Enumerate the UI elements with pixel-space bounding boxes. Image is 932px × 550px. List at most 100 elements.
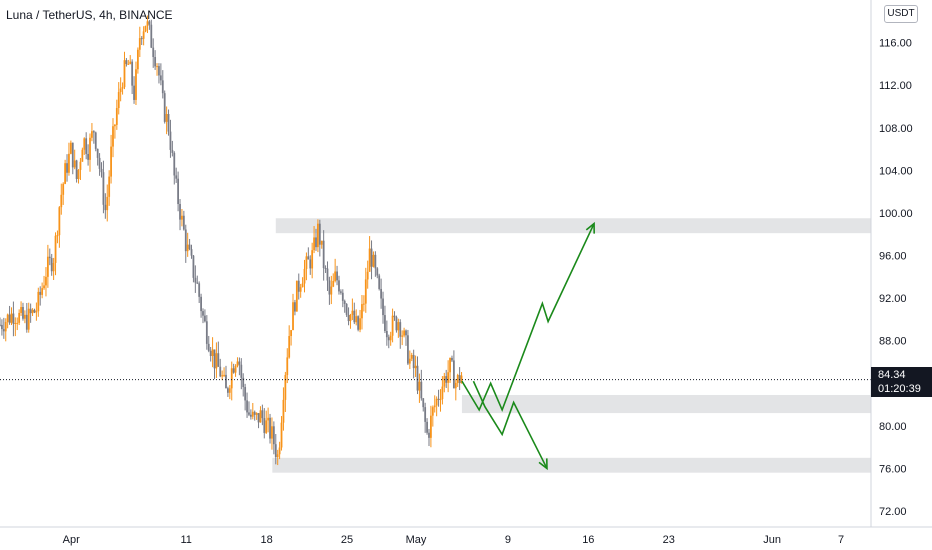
candle-body [382,298,384,316]
candle-body [87,153,89,160]
projection-arrow-0 [461,223,595,413]
candle-body [234,366,237,373]
x-tick-label: May [406,534,427,546]
candle-body [33,309,36,313]
candle-body [154,56,157,67]
candle-body [443,376,446,387]
candle-body [98,157,101,169]
candle-body [81,149,84,162]
candle-body [361,304,363,319]
candle-body [305,256,308,269]
candle-body [428,432,430,438]
candle-body [213,349,216,369]
candle-body [357,316,360,330]
candle-body [221,375,224,377]
candle-body [121,87,124,89]
candle-body [156,66,158,68]
candle-body [309,259,312,269]
candle-body [253,411,256,415]
candle-body [4,321,7,332]
candle-body [318,223,321,245]
candle-body [71,142,74,168]
candle-body [62,183,65,195]
candle-body [349,314,352,322]
candle-body [18,312,21,323]
candle-body [332,280,335,287]
candle-body [401,335,404,337]
candle-body [246,400,248,413]
zone-2 [272,457,871,473]
candle-body [389,335,392,341]
candle-body [14,323,17,325]
candle-body [112,126,114,147]
candle-body [227,388,229,393]
candle-body [2,329,5,332]
candle-body [159,75,162,81]
candle-body [219,366,222,377]
arrowhead-0 [585,221,595,234]
price-axis [0,0,932,528]
zone-0 [275,218,872,234]
candle-body [92,131,95,133]
candle-body [138,38,141,50]
y-tick-label: 100.00 [879,208,913,220]
candle-body [249,414,252,417]
candle-body [328,280,331,295]
candle-body [94,132,97,149]
price-tag: 84.34 01:20:39 [871,367,932,397]
candle-body [424,407,427,422]
x-tick-label: 25 [341,534,353,546]
candle-body [69,142,72,154]
candle-body [286,357,289,375]
candle-body [230,368,233,389]
candle-body [23,314,26,319]
y-tick-labels: 116.00 112.00 108.00 104.00 100.00 96.00 92.00… [879,38,913,518]
candle-body [29,308,32,314]
candle-body [102,172,105,205]
candle-body [73,160,76,168]
candle-body [278,447,281,455]
candle-body [39,291,42,295]
candle-body [41,288,44,295]
y-tick-label: 88.00 [879,336,907,348]
x-tick-labels: Apr 11 18 25 May 9 16 23 Jun 7 [63,534,845,546]
candle-body [294,302,296,312]
candle-body [173,152,176,176]
candle-body [188,244,191,250]
candle-body [127,63,130,65]
candle-body [242,377,245,388]
candle-body [408,358,411,364]
candle-body [282,399,285,423]
candle-body [198,283,201,297]
candle-body [267,417,270,421]
candle-body [259,410,262,423]
candle-body [416,365,419,391]
candle-body [276,454,279,458]
currency-badge[interactable]: USDT [884,5,918,23]
y-tick-label: 92.00 [879,293,907,305]
candle-body [194,277,197,283]
candle-body [313,237,315,251]
candle-body [345,303,348,315]
candle-body [205,321,208,344]
candle-body [297,280,300,292]
candle-body [362,303,365,305]
candle-body [284,374,287,400]
candle-body [106,196,109,211]
y-tick-label: 76.00 [879,463,907,475]
candle-body [255,413,258,415]
candle-body [315,237,317,248]
candle-body [225,374,227,389]
candle-body [374,254,377,269]
arrowhead-1 [538,458,548,471]
y-tick-label: 80.00 [879,421,907,433]
candle-body [449,357,451,373]
candle-body [20,307,22,313]
candle-body [410,354,413,359]
candle-body [430,415,432,438]
candle-body [326,268,329,281]
x-tick-label: Apr [63,534,80,546]
candle-body [311,250,314,269]
candle-body [384,315,386,332]
